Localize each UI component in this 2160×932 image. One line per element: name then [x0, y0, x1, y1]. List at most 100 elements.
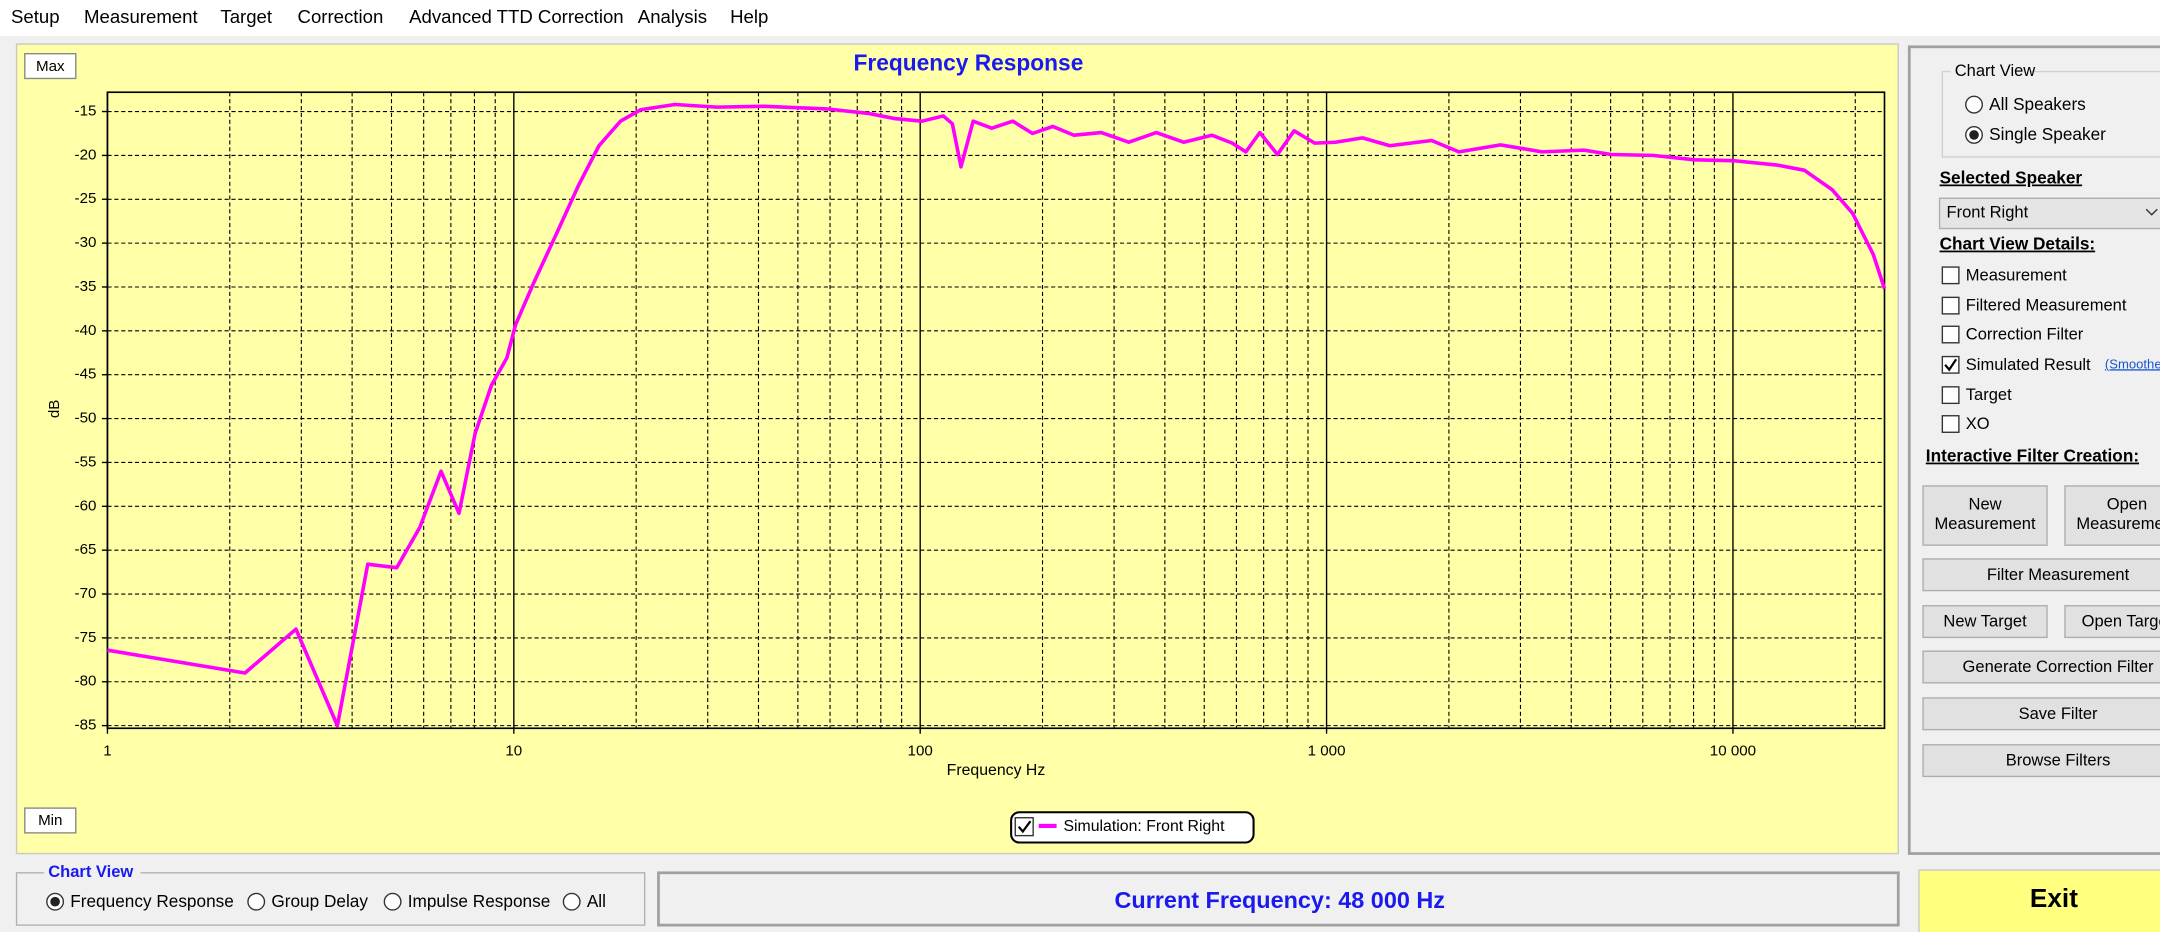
new-measurement-button[interactable] — [1922, 485, 2048, 546]
menu-item[interactable]: Help — [730, 6, 768, 27]
checkbox-label[interactable]: Measurement — [1966, 265, 2067, 284]
checkbox-label[interactable]: Target — [1966, 385, 2012, 404]
open-measurement-label[interactable]: Open — [2107, 495, 2147, 514]
speaker-dropdown[interactable] — [1938, 197, 2160, 230]
generate-filter-label[interactable]: Generate Correction Filter — [1963, 657, 2154, 676]
x-tick-label: 100 — [908, 743, 933, 760]
menu-item[interactable]: Target — [220, 6, 272, 27]
open-measurement-button[interactable] — [2064, 485, 2160, 546]
chart-type-radios: Frequency Response Group Delay Impulse Res… — [46, 891, 606, 911]
smoothed-link[interactable]: (Smoothed) — [2105, 356, 2160, 371]
radio-button[interactable] — [247, 892, 266, 911]
y-tick-label: -30 — [75, 234, 97, 251]
generate-filter-button[interactable] — [1922, 650, 2160, 684]
interactive-title: Interactive Filter Creation: — [1926, 446, 2139, 466]
radio-label[interactable]: All Speakers — [1989, 94, 2086, 114]
max-button-label[interactable]: Max — [36, 58, 65, 75]
details-title: Chart View Details: — [1940, 234, 2096, 254]
y-tick-label: -60 — [75, 497, 97, 514]
group-title-bg — [44, 864, 141, 882]
radio-label[interactable]: Frequency Response — [70, 891, 234, 911]
min-button-label[interactable]: Min — [38, 812, 62, 829]
legend-label: Simulation: Front Right — [1063, 818, 1225, 835]
chart-view-group — [1941, 70, 2160, 158]
y-tick-label: -15 — [75, 103, 97, 120]
chart-title: Frequency Response — [853, 50, 1083, 76]
min-button[interactable] — [24, 807, 77, 834]
browse-filters-label[interactable]: Browse Filters — [2006, 751, 2111, 770]
x-axis-label: Frequency Hz — [947, 762, 1046, 779]
y-tick-label: -40 — [75, 322, 97, 339]
menu-item[interactable]: Advanced TTD Correction — [409, 6, 624, 27]
filter-measurement-button[interactable] — [1922, 558, 2160, 592]
filter-measurement-label[interactable]: Filter Measurement — [1987, 565, 2130, 584]
y-tick-label: -75 — [75, 629, 97, 646]
bottom-chart-view-title: Chart View — [48, 862, 133, 881]
browse-filters-button[interactable] — [1922, 744, 2160, 778]
y-tick-label: -35 — [75, 278, 97, 295]
checkbox[interactable] — [1941, 296, 1960, 315]
bottom-chart-view-group — [15, 872, 646, 926]
checkbox-label[interactable]: Filtered Measurement — [1966, 296, 2127, 315]
open-target-label[interactable]: Open Target — [2082, 612, 2160, 631]
checkbox[interactable] — [1941, 266, 1960, 285]
x-tick-label: 10 — [505, 743, 522, 760]
speaker-dropdown-value[interactable]: Front Right — [1946, 203, 2028, 222]
radio-button[interactable] — [1965, 95, 1983, 114]
menu-item[interactable]: Setup — [11, 6, 60, 27]
radio-label[interactable]: Group Delay — [271, 891, 368, 911]
legend-check-group — [1017, 820, 1032, 834]
menu-item[interactable]: Measurement — [84, 6, 198, 27]
x-tick-label: 1 — [103, 743, 111, 760]
y-tick-label: -25 — [75, 190, 97, 207]
menu-item[interactable]: Analysis — [638, 6, 707, 27]
data-line — [107, 102, 1887, 728]
radio-button[interactable] — [562, 892, 581, 911]
checkbox[interactable] — [1941, 415, 1960, 433]
status-panel — [657, 871, 1900, 927]
checkbox-label[interactable]: XO — [1966, 414, 1990, 433]
new-measurement-label[interactable]: New — [1969, 495, 2002, 514]
legend — [1010, 811, 1255, 844]
y-tick-label: -20 — [75, 146, 97, 163]
exit-label[interactable]: Exit — [2030, 883, 2078, 913]
checkbox[interactable] — [1941, 325, 1960, 344]
y-tick-label: -45 — [75, 366, 97, 383]
save-filter-label[interactable]: Save Filter — [2019, 704, 2098, 723]
menu-item[interactable]: Correction — [298, 6, 384, 27]
open-target-button[interactable] — [2064, 605, 2160, 639]
radio-label[interactable]: Impulse Response — [408, 891, 551, 911]
legend-check-mark — [1017, 820, 1032, 834]
y-tick-label: -50 — [75, 410, 97, 427]
radio-label[interactable]: All — [587, 891, 606, 911]
exit-button[interactable] — [1918, 869, 2160, 932]
dropdown-chevron — [2145, 208, 2158, 216]
speaker-view-radios: All Speakers Single Speaker — [1965, 94, 2106, 144]
y-axis-label: dB — [46, 400, 63, 419]
new-measurement-label[interactable]: Measurement — [1935, 514, 2036, 533]
menu-bar — [0, 0, 2160, 36]
group-title-bg — [1950, 63, 2031, 80]
checkbox[interactable] — [1941, 386, 1960, 405]
legend-checkbox[interactable] — [1014, 817, 1034, 837]
max-button[interactable] — [24, 53, 77, 80]
radio-label[interactable]: Single Speaker — [1989, 124, 2106, 144]
new-target-button[interactable] — [1922, 605, 2048, 639]
details-checkboxes: Measurement Filtered Measurement Correctio… — [1941, 265, 2127, 433]
radio-dot — [1969, 130, 1979, 140]
checkbox[interactable] — [1941, 355, 1960, 374]
y-tick-label: -80 — [75, 673, 97, 690]
check-mark — [1944, 358, 1958, 372]
radio-button[interactable] — [383, 892, 402, 911]
chart-panel — [15, 43, 1899, 855]
status-text: Current Frequency: 48 000 Hz — [1114, 887, 1445, 913]
selected-speaker-title: Selected Speaker — [1940, 168, 2083, 188]
checkbox-label[interactable]: Correction Filter — [1966, 325, 2084, 344]
new-target-label[interactable]: New Target — [1943, 612, 2027, 631]
y-tick-label: -55 — [75, 453, 97, 470]
y-tick-label: -85 — [75, 717, 97, 734]
checkbox-label[interactable]: Simulated Result — [1966, 355, 2091, 374]
open-measurement-label[interactable]: Measurement — [2076, 514, 2160, 533]
save-filter-button[interactable] — [1922, 697, 2160, 731]
